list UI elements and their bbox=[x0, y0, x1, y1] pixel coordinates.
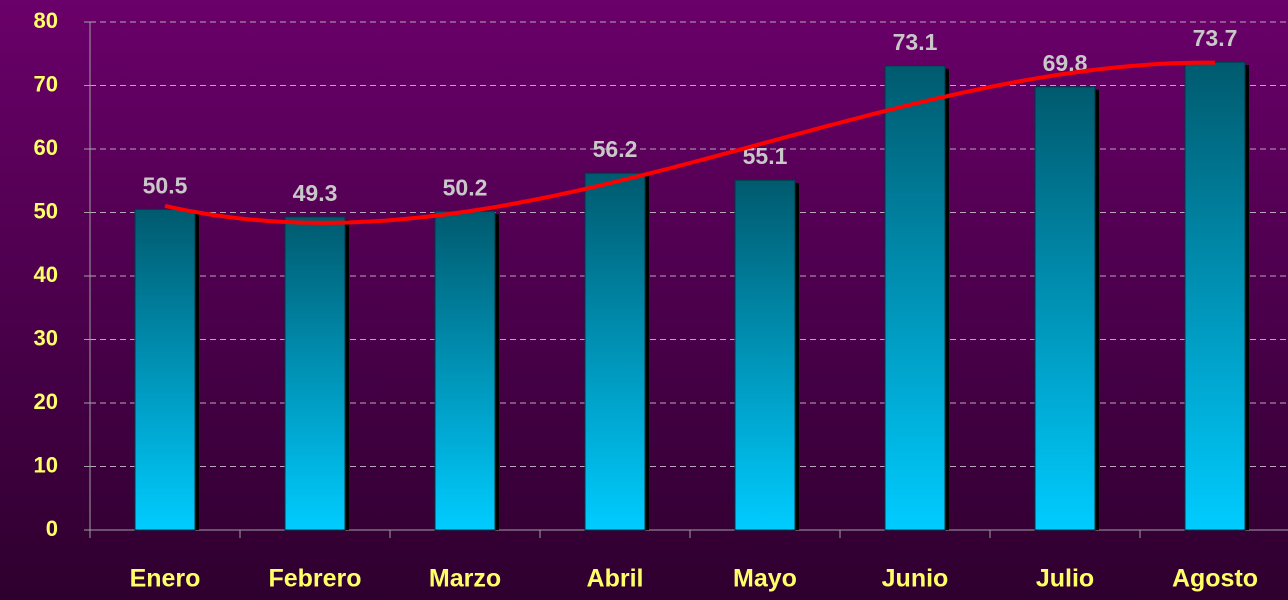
bar bbox=[884, 65, 946, 531]
bar bbox=[434, 210, 496, 531]
value-label: 56.2 bbox=[593, 136, 638, 162]
value-label: 50.5 bbox=[143, 172, 188, 198]
y-tick-label: 50 bbox=[34, 198, 58, 223]
y-tick-label: 80 bbox=[34, 8, 58, 33]
value-label: 73.1 bbox=[893, 29, 938, 55]
y-tick-label: 40 bbox=[34, 262, 58, 287]
bar bbox=[734, 179, 796, 531]
y-tick-label: 70 bbox=[34, 71, 58, 96]
y-tick-label: 20 bbox=[34, 389, 58, 414]
x-tick-label: Julio bbox=[1036, 565, 1094, 593]
y-tick-label: 30 bbox=[34, 325, 58, 350]
value-label: 50.2 bbox=[443, 174, 488, 200]
bar bbox=[1184, 61, 1246, 531]
x-tick-label: Marzo bbox=[429, 565, 501, 593]
bar bbox=[1034, 86, 1096, 531]
x-tick-label: Junio bbox=[882, 565, 949, 593]
bar bbox=[584, 172, 646, 531]
y-tick-label: 10 bbox=[34, 452, 58, 477]
bar bbox=[284, 216, 346, 531]
x-tick-label: Abril bbox=[587, 565, 644, 593]
value-label: 49.3 bbox=[293, 180, 338, 206]
trendline bbox=[164, 60, 1215, 225]
bar bbox=[134, 208, 196, 531]
y-tick-label: 60 bbox=[34, 135, 58, 160]
x-tick-label: Febrero bbox=[268, 565, 361, 593]
value-label: 73.7 bbox=[1193, 25, 1238, 51]
x-tick-label: Mayo bbox=[733, 565, 797, 593]
y-tick-label: 0 bbox=[46, 516, 58, 541]
x-tick-label: Agosto bbox=[1172, 565, 1258, 593]
x-tick-label: Enero bbox=[130, 565, 201, 593]
